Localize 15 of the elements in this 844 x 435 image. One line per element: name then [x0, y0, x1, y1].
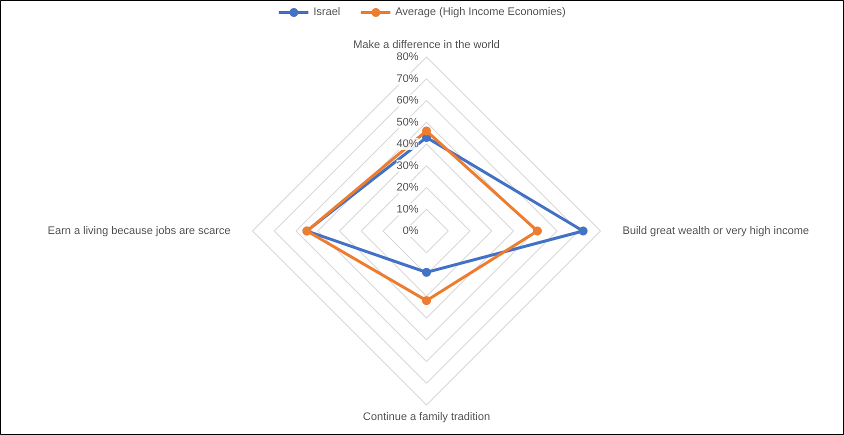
- legend-label: Israel: [313, 6, 340, 18]
- y-tick-label: 10%: [396, 203, 419, 216]
- y-tick-label: 20%: [396, 182, 419, 194]
- spoke-label: Make a difference in the world: [353, 39, 500, 51]
- y-tick-label: 40%: [396, 138, 419, 150]
- y-tick-label: 0%: [402, 225, 419, 237]
- y-tick-label: 70%: [396, 72, 419, 85]
- spoke-label: Earn a living because jobs are scarce: [48, 225, 231, 237]
- y-tick-label: 30%: [396, 160, 419, 172]
- legend-label: Average (High Income Economies): [395, 6, 566, 18]
- y-tick-label: 60%: [396, 94, 419, 106]
- y-tick-label: 80%: [396, 51, 419, 63]
- y-tick-label: 50%: [396, 116, 419, 128]
- spoke-label: Build great wealth or very high income: [622, 225, 809, 237]
- spoke-label: Continue a family tradition: [362, 411, 490, 423]
